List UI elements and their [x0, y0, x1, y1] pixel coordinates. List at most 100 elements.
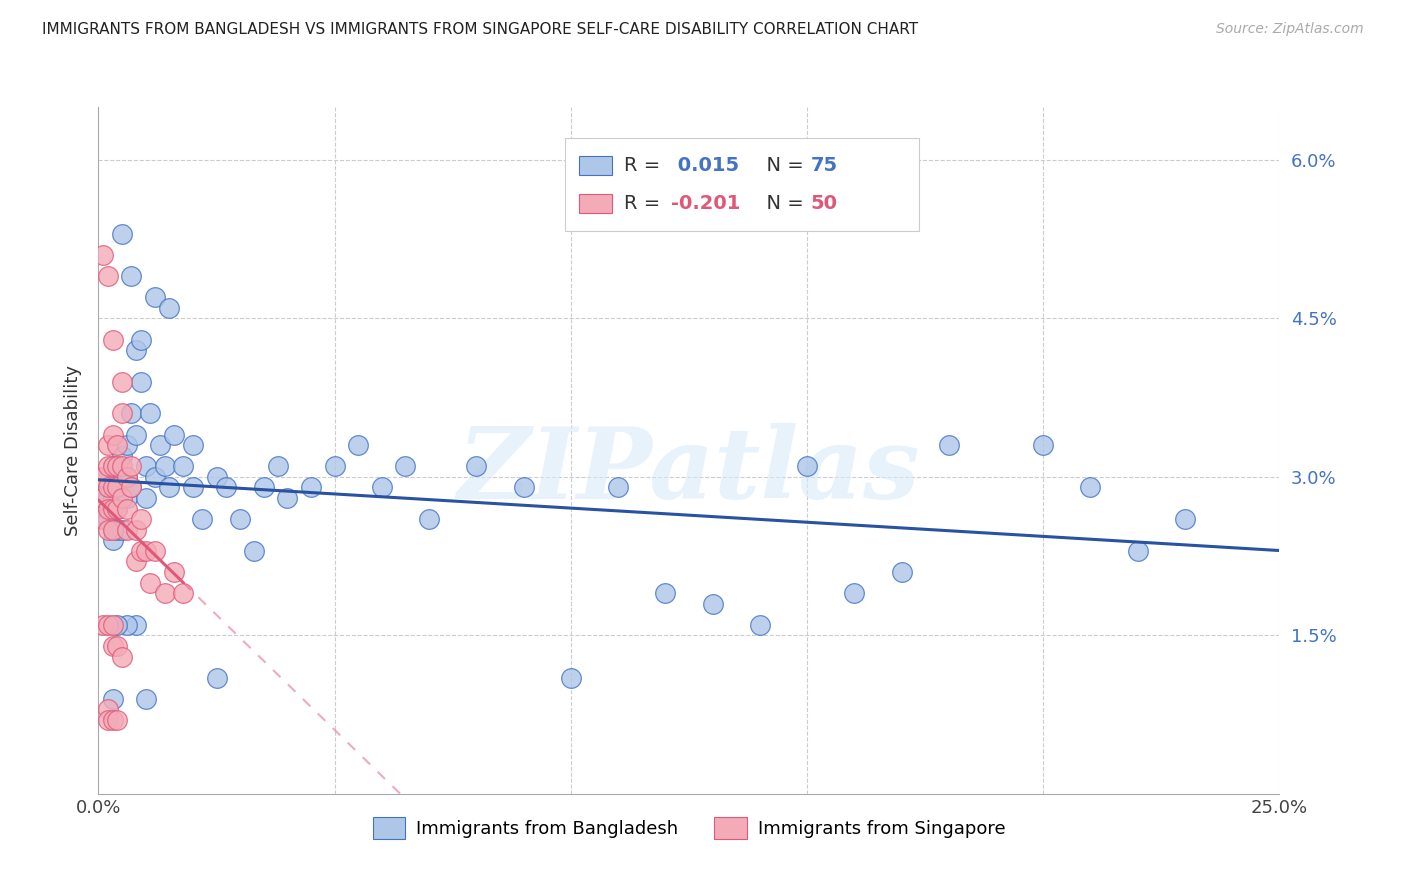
Point [1080, 480, 1102, 494]
Point [181, 480, 204, 494]
Point [115, 491, 138, 505]
Point [91, 491, 114, 505]
Point [129, 375, 152, 389]
Text: Source: ZipAtlas.com: Source: ZipAtlas.com [1216, 22, 1364, 37]
Point [157, 301, 180, 315]
Point [91, 470, 114, 484]
Point [115, 470, 138, 484]
Text: ZIPatlas: ZIPatlas [458, 423, 920, 519]
Point [105, 470, 128, 484]
Point [149, 438, 172, 452]
FancyBboxPatch shape [579, 194, 612, 213]
Text: R =: R = [624, 194, 666, 212]
Point [111, 449, 134, 463]
Point [135, 459, 157, 474]
Point [125, 554, 148, 568]
Point [101, 691, 124, 706]
Point [243, 544, 266, 558]
Point [115, 438, 138, 452]
Point [512, 480, 534, 494]
Point [97, 491, 120, 505]
Point [394, 459, 416, 474]
Point [654, 586, 676, 600]
Point [111, 227, 134, 241]
Point [323, 459, 346, 474]
Legend: Immigrants from Bangladesh, Immigrants from Singapore: Immigrants from Bangladesh, Immigrants f… [366, 810, 1012, 847]
Point [129, 333, 152, 347]
Point [111, 470, 134, 484]
Point [163, 565, 186, 579]
Point [97, 512, 120, 526]
Point [91, 512, 114, 526]
Point [205, 470, 228, 484]
Point [163, 427, 186, 442]
Point [111, 491, 134, 505]
Point [181, 438, 204, 452]
Point [101, 533, 124, 548]
Point [91, 512, 114, 526]
Point [153, 586, 176, 600]
Point [607, 480, 630, 494]
Point [125, 427, 148, 442]
Point [105, 459, 128, 474]
Point [105, 639, 128, 653]
Point [111, 375, 134, 389]
Point [105, 501, 128, 516]
Point [91, 470, 114, 484]
Point [121, 407, 143, 421]
Point [101, 713, 124, 727]
Point [125, 617, 148, 632]
Point [229, 512, 252, 526]
Point [143, 544, 166, 558]
Point [101, 523, 124, 537]
Point [97, 713, 120, 727]
Point [1126, 544, 1149, 558]
Y-axis label: Self-Care Disability: Self-Care Disability [65, 365, 83, 536]
Point [276, 491, 298, 505]
Point [1174, 512, 1197, 526]
Point [135, 691, 157, 706]
Point [299, 480, 322, 494]
Text: 0.015: 0.015 [671, 156, 740, 175]
Point [105, 523, 128, 537]
Point [135, 544, 157, 558]
Point [97, 480, 120, 494]
Point [97, 702, 120, 716]
Point [267, 459, 290, 474]
Point [101, 427, 124, 442]
Text: N =: N = [754, 194, 810, 212]
Point [101, 459, 124, 474]
Point [105, 438, 128, 452]
Point [153, 459, 176, 474]
Point [97, 438, 120, 452]
Point [97, 269, 120, 284]
Point [1032, 438, 1054, 452]
Text: 50: 50 [811, 194, 838, 212]
Point [157, 480, 180, 494]
Point [105, 617, 128, 632]
Point [129, 512, 152, 526]
Point [215, 480, 238, 494]
Point [371, 480, 394, 494]
Text: N =: N = [754, 156, 810, 175]
Point [844, 586, 866, 600]
Point [91, 491, 114, 505]
Point [125, 343, 148, 357]
Point [91, 248, 114, 262]
Point [890, 565, 912, 579]
Point [135, 491, 157, 505]
Point [121, 480, 143, 494]
Point [111, 407, 134, 421]
Point [105, 480, 128, 494]
Point [121, 269, 143, 284]
Text: IMMIGRANTS FROM BANGLADESH VS IMMIGRANTS FROM SINGAPORE SELF-CARE DISABILITY COR: IMMIGRANTS FROM BANGLADESH VS IMMIGRANTS… [42, 22, 918, 37]
Point [101, 523, 124, 537]
Point [115, 523, 138, 537]
Point [129, 544, 152, 558]
Point [115, 617, 138, 632]
Point [702, 597, 724, 611]
Point [101, 501, 124, 516]
Point [101, 333, 124, 347]
Point [97, 523, 120, 537]
Point [172, 459, 194, 474]
